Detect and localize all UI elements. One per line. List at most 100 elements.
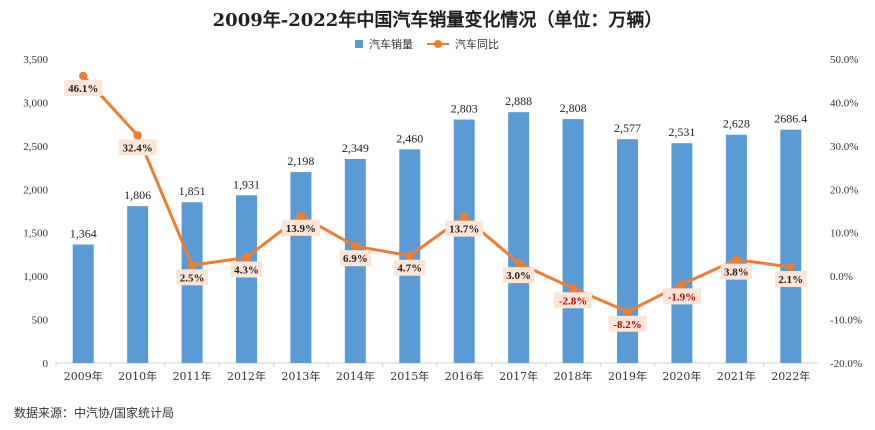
y-right-tick-label: 10.0%: [830, 228, 858, 240]
x-tick-label: 2018年: [554, 369, 593, 383]
bar: [236, 195, 257, 363]
y-left-tick-label: 3,000: [23, 97, 48, 109]
line-label-background: [720, 263, 753, 280]
bar-value-label: 2,460: [396, 131, 423, 145]
line-point: [405, 251, 414, 260]
line-value-label: 4.7%: [397, 263, 422, 275]
bar: [508, 112, 530, 363]
line-point: [514, 258, 523, 268]
bar-value-label: 1,806: [124, 188, 151, 202]
y-right-tick-label: 40.0%: [830, 97, 858, 109]
line-label-background: [445, 220, 484, 237]
bar-value-label: 2,198: [287, 154, 314, 168]
bar-value-label: 2,803: [451, 102, 478, 116]
line-label-background: [774, 271, 807, 288]
x-tick-label: 2009年: [64, 369, 103, 383]
x-tick-label: 2013年: [281, 369, 320, 383]
legend-item-sales: 汽车销量: [355, 36, 413, 52]
line-label-background: [554, 292, 593, 309]
x-tick-label: 2017年: [499, 369, 538, 383]
bar: [562, 119, 584, 364]
line-value-label: 6.9%: [343, 253, 368, 265]
y-left-tick-label: 2,500: [23, 141, 48, 153]
bar-value-label: 2,888: [505, 94, 532, 108]
x-tick-label: 2016年: [445, 369, 484, 383]
legend-item-yoy: 汽车同比: [427, 36, 499, 52]
y-left-tick-label: 0: [43, 358, 49, 370]
line-point: [133, 131, 142, 140]
line-point: [568, 284, 578, 293]
bar-value-label: 2,808: [560, 101, 587, 115]
line-point: [242, 253, 251, 262]
line-value-label: 3.8%: [724, 267, 749, 279]
y-right-tick-label: 30.0%: [830, 141, 858, 153]
line-label-background: [176, 269, 208, 286]
x-tick-label: 2020年: [662, 369, 701, 383]
x-tick-label: 2022年: [771, 369, 810, 383]
line-point: [187, 261, 197, 270]
line-point: [677, 280, 687, 289]
y-left-tick-label: 1,500: [23, 228, 48, 240]
data-source: 数据来源：中汽协/国家统计局: [14, 406, 175, 420]
x-tick-label: 2015年: [390, 369, 429, 383]
legend-label-sales: 汽车销量: [369, 38, 413, 51]
line-label-background: [608, 315, 647, 332]
x-tick-label: 2019年: [608, 369, 647, 383]
line-value-label: -1.9%: [668, 291, 696, 303]
line-point: [296, 211, 306, 220]
bar-value-label: 2,531: [668, 125, 695, 139]
bar-value-label: 1,931: [233, 177, 260, 191]
line-point: [460, 212, 469, 221]
y-right-tick-label: -10.0%: [830, 315, 862, 327]
line-point: [623, 307, 632, 316]
y-right-tick-label: 50.0%: [830, 54, 858, 66]
bar: [127, 206, 149, 363]
y-left-tick-label: 500: [32, 315, 49, 327]
x-tick-label: 2012年: [227, 369, 266, 383]
line-label-background: [339, 250, 372, 267]
bar-value-label: 2,349: [342, 141, 369, 155]
bar-value-label: 1,364: [70, 227, 97, 241]
line-point: [732, 255, 741, 264]
line-label-background: [230, 261, 263, 278]
line-value-label: 3.0%: [506, 270, 531, 282]
line-label-background: [118, 139, 157, 156]
bar: [72, 244, 94, 363]
y-right-tick-label: -20.0%: [830, 358, 862, 370]
chart-title: 2009年-2022年中国汽车销量变化情况（单位：万辆）: [212, 10, 663, 31]
line-label-background: [64, 79, 103, 96]
bar: [725, 134, 747, 363]
bar-value-label: 2,628: [723, 117, 750, 131]
line-value-label: 13.9%: [286, 223, 316, 235]
line-label-background: [281, 219, 320, 236]
line-value-label: 2.1%: [778, 274, 803, 286]
bar-value-label: 1,851: [179, 184, 206, 198]
y-right-tick-label: 0.0%: [830, 271, 853, 283]
bar: [453, 119, 475, 363]
line-value-label: 2.5%: [180, 272, 205, 284]
legend-label-yoy: 汽车同比: [455, 38, 499, 51]
line-label-background: [393, 259, 426, 276]
line-label-background: [662, 288, 701, 305]
legend: 汽车销量 汽车同比: [355, 36, 513, 52]
legend-bar-swatch: [355, 40, 363, 48]
line-value-label: 46.1%: [68, 83, 98, 95]
line-label-background: [502, 267, 535, 284]
line-point: [79, 71, 88, 81]
bar-value-label: 2686.4: [774, 112, 807, 126]
bar: [780, 129, 802, 363]
bar: [617, 139, 638, 363]
line-value-label: 32.4%: [123, 142, 153, 154]
bar: [671, 143, 693, 363]
y-left-tick-label: 2,000: [23, 184, 48, 196]
x-tick-label: 2010年: [118, 369, 157, 383]
line-point: [786, 262, 795, 272]
x-tick-label: 2021年: [717, 369, 756, 383]
legend-line-swatch: [427, 40, 449, 48]
x-tick-label: 2014年: [336, 369, 375, 383]
line-value-label: 13.7%: [449, 224, 479, 236]
bar: [290, 172, 312, 363]
y-left-tick-label: 3,500: [23, 54, 48, 66]
